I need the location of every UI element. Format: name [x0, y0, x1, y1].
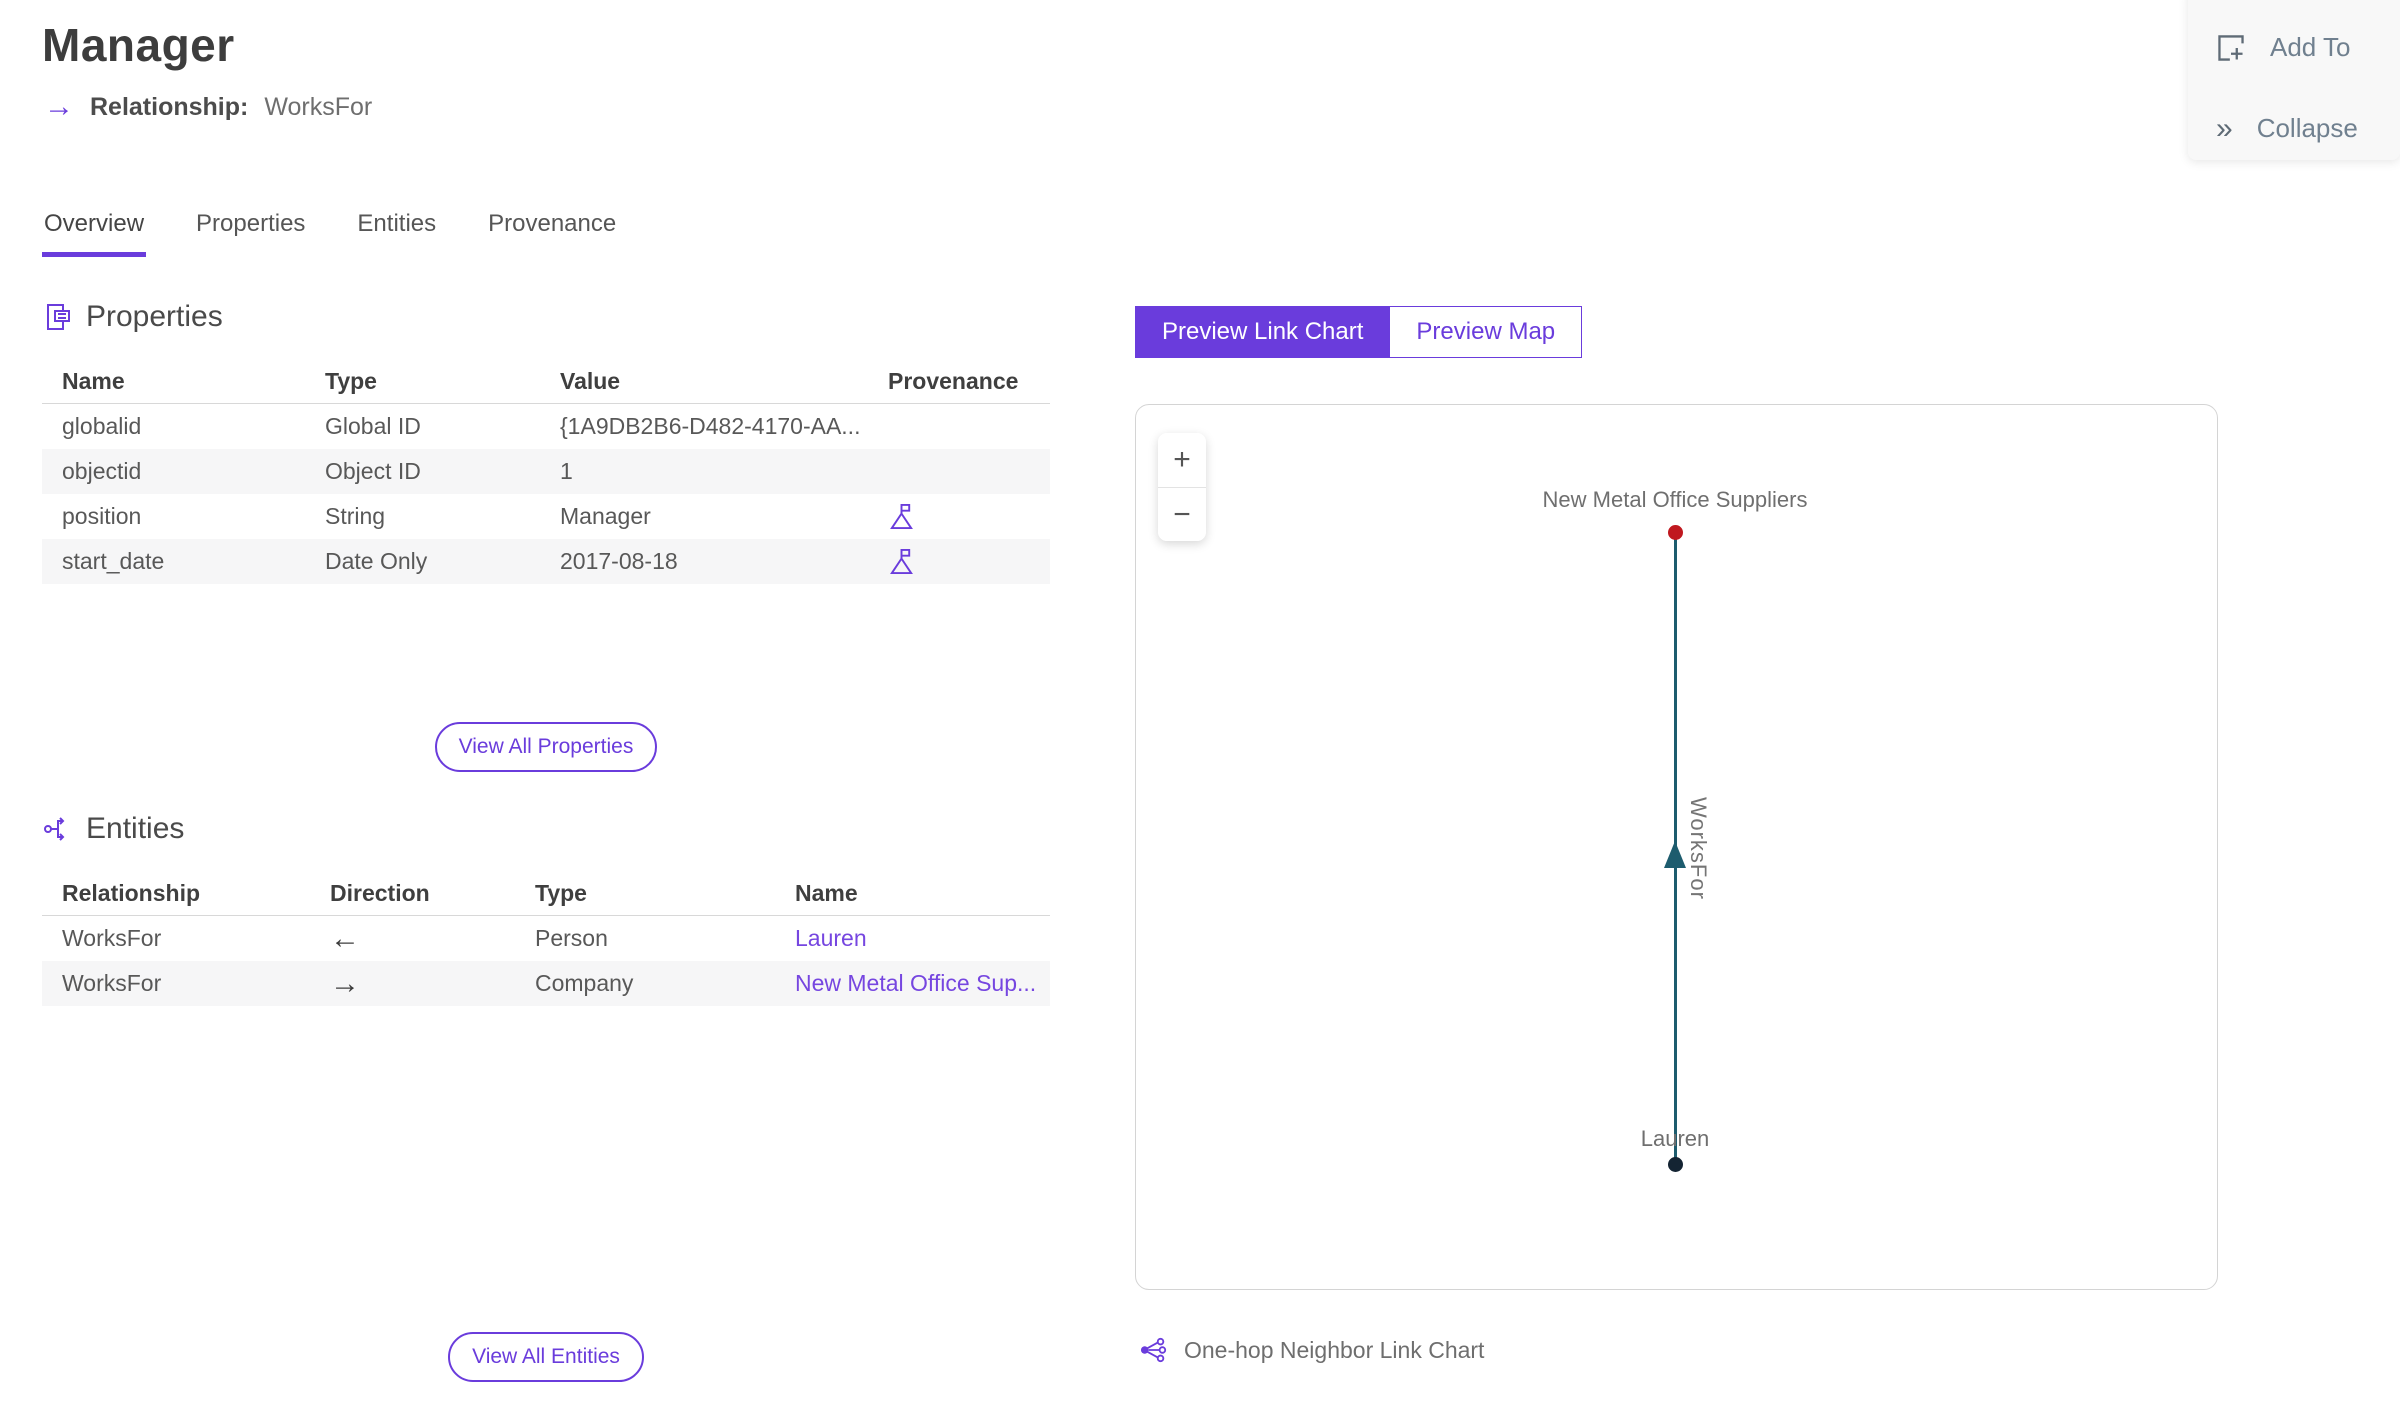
property-provenance [868, 547, 1050, 576]
node-label-company: New Metal Office Suppliers [1542, 487, 1808, 512]
view-all-properties-button[interactable]: View All Properties [434, 722, 658, 772]
preview-toggle: Preview Link Chart Preview Map [1135, 306, 1583, 358]
col-header-provenance: Provenance [888, 368, 1019, 394]
col-header-direction: Direction [330, 880, 430, 906]
node-company[interactable] [1668, 525, 1683, 540]
properties-section: Properties Name Type Value Provenance gl… [42, 300, 1050, 584]
relationship-arrow-icon: → [44, 90, 74, 123]
entity-name-link[interactable]: Lauren [795, 925, 867, 951]
entities-heading-text: Entities [86, 812, 185, 845]
property-provenance [868, 502, 1050, 531]
add-to-label: Add To [2270, 32, 2351, 62]
zoom-in-button[interactable]: + [1158, 433, 1206, 487]
zoom-control: + − [1158, 433, 1206, 541]
direction-right-arrow-icon: → [330, 966, 360, 1000]
entities-section-heading: Entities [42, 812, 1050, 846]
entity-type: Person [535, 925, 608, 951]
tab-provenance[interactable]: Provenance [488, 210, 617, 237]
provenance-flag-icon[interactable] [888, 547, 915, 576]
properties-section-heading: Properties [42, 300, 1050, 334]
edge-label: WorksFor [1686, 797, 1711, 900]
entity-type: Company [535, 970, 634, 996]
view-all-properties-wrap: View All Properties [42, 722, 1050, 772]
properties-table-body: globalid Global ID {1A9DB2B6-D482-4170-A… [42, 404, 1050, 584]
collapse-button[interactable]: » Collapse [2188, 99, 2400, 158]
quick-actions-panel: Add To » Collapse [2188, 0, 2400, 160]
edge-arrowhead-icon [1664, 841, 1686, 868]
page-title: Manager [42, 19, 235, 71]
properties-table: Name Type Value Provenance globalid Glob… [42, 360, 1050, 584]
entity-relationship: WorksFor [62, 970, 162, 996]
tab-entities[interactable]: Entities [357, 210, 437, 237]
table-row: WorksFor ← Person Lauren [42, 916, 1050, 961]
property-value: 2017-08-18 [560, 548, 678, 574]
property-type: Date Only [325, 548, 428, 574]
entities-section: Entities Relationship Direction Type Nam… [42, 812, 1050, 1006]
chart-caption-text: One-hop Neighbor Link Chart [1184, 1336, 1485, 1363]
add-to-icon [2218, 34, 2244, 61]
property-type: Object ID [325, 458, 421, 484]
chart-caption: One-hop Neighbor Link Chart [1140, 1336, 1484, 1364]
property-value: {1A9DB2B6-D482-4170-AA... [560, 413, 861, 439]
relationship-label: Relationship: [90, 92, 249, 121]
zoom-out-button[interactable]: − [1158, 487, 1206, 541]
view-all-entities-button[interactable]: View All Entities [448, 1332, 644, 1382]
link-chart-canvas[interactable]: + − WorksFor New Metal Office Suppliers … [1135, 404, 2218, 1290]
property-value: 1 [560, 458, 573, 484]
table-row: objectid Object ID 1 [42, 449, 1050, 494]
entities-table: Relationship Direction Type Name WorksFo… [42, 872, 1050, 1006]
table-row: globalid Global ID {1A9DB2B6-D482-4170-A… [42, 404, 1050, 449]
collapse-label: Collapse [2256, 113, 2358, 143]
node-label-person: Lauren [1640, 1126, 1710, 1151]
entities-table-header: Relationship Direction Type Name [42, 872, 1050, 916]
collapse-icon: » [2216, 111, 2233, 145]
properties-table-header: Name Type Value Provenance [42, 360, 1050, 404]
preview-link-chart-button[interactable]: Preview Link Chart [1136, 307, 1390, 357]
properties-icon [47, 304, 70, 330]
relationship-subtitle: → Relationship: WorksFor [44, 92, 372, 122]
tab-properties[interactable]: Properties [196, 210, 306, 237]
table-row: position String Manager [42, 494, 1050, 539]
col-header-name: Name [62, 368, 125, 394]
detail-tabs: Overview Properties Entities Provenance [42, 210, 618, 257]
tab-overview[interactable]: Overview [42, 210, 147, 257]
one-hop-icon [1140, 1337, 1167, 1363]
col-header-name: Name [795, 880, 858, 906]
col-header-type: Type [325, 368, 377, 394]
add-to-button[interactable]: Add To [2188, 18, 2400, 77]
table-row: start_date Date Only 2017-08-18 [42, 539, 1050, 584]
property-name: position [62, 503, 142, 529]
view-all-entities-wrap: View All Entities [42, 1332, 1050, 1382]
property-name: globalid [62, 413, 142, 439]
node-person[interactable] [1668, 1157, 1683, 1172]
entities-icon [44, 817, 65, 841]
property-name: objectid [62, 458, 142, 484]
col-header-value: Value [560, 368, 621, 394]
entity-relationship: WorksFor [62, 925, 162, 951]
property-name: start_date [62, 548, 165, 574]
entity-name-link[interactable]: New Metal Office Sup... [795, 970, 1037, 996]
provenance-flag-icon[interactable] [888, 502, 915, 531]
property-value: Manager [560, 503, 651, 529]
direction-left-arrow-icon: ← [330, 921, 360, 955]
relationship-value: WorksFor [264, 92, 373, 121]
properties-heading-text: Properties [86, 300, 223, 333]
entities-table-body: WorksFor ← Person Lauren WorksFor → Comp… [42, 916, 1050, 1006]
property-type: Global ID [325, 413, 421, 439]
table-row: WorksFor → Company New Metal Office Sup.… [42, 961, 1050, 1006]
property-type: String [325, 503, 386, 529]
col-header-type: Type [535, 880, 587, 906]
col-header-relationship: Relationship [62, 880, 201, 906]
preview-map-button[interactable]: Preview Map [1389, 307, 1582, 357]
